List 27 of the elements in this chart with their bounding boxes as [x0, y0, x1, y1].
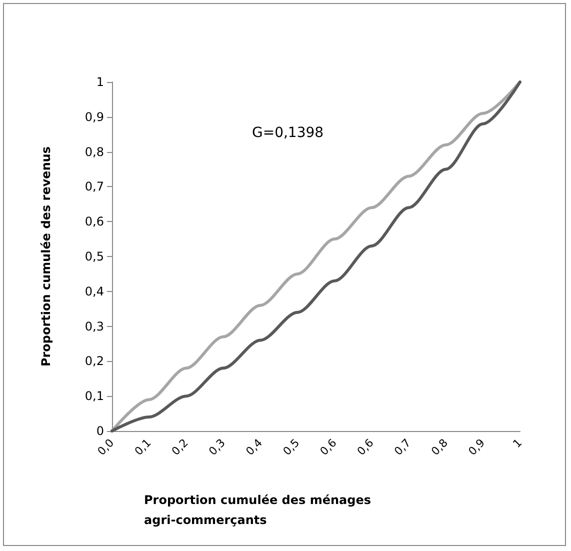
- x-tick-label: 0,6: [318, 436, 340, 458]
- line-series: [110, 80, 522, 432]
- y-tick-label: 0,8: [84, 144, 104, 159]
- y-tick-label: 0,6: [84, 214, 104, 229]
- y-tick-label: 0,7: [84, 180, 104, 194]
- x-tick-label: 0,7: [392, 436, 414, 458]
- y-tick-label: 0,3: [84, 319, 104, 334]
- y-tick-label: 0,1: [84, 389, 104, 404]
- x-tick-label: 0,9: [466, 436, 488, 458]
- y-axis-title: Proportion cumulée des revenus: [39, 146, 53, 367]
- x-tick-label: 1: [510, 436, 525, 451]
- x-tick-label: 0,2: [169, 436, 191, 458]
- x-tick-label: 0,6: [354, 436, 376, 458]
- x-tick-label: 0,8: [428, 436, 450, 458]
- annotation: G=0,1398: [252, 125, 324, 141]
- y-tick-label: 0: [96, 424, 104, 438]
- y-tick-label: 0,9: [84, 110, 104, 124]
- y-tick-label: 0,4: [84, 284, 104, 298]
- y-tick-label: 0,5: [84, 250, 104, 264]
- x-axis-title: Proportion cumulée des ménages agri-commerçants: [144, 493, 376, 527]
- y-tick-label: 0,2: [84, 354, 104, 368]
- x-tick-label: 0,3: [206, 436, 228, 458]
- y-tick-label: 1: [96, 75, 104, 89]
- x-tick-label: 0,1: [132, 436, 154, 458]
- x-tick-label: 0,4: [243, 436, 265, 458]
- x-tick-label: 0,5: [280, 436, 302, 458]
- x-tick-label: 0,0: [95, 436, 117, 458]
